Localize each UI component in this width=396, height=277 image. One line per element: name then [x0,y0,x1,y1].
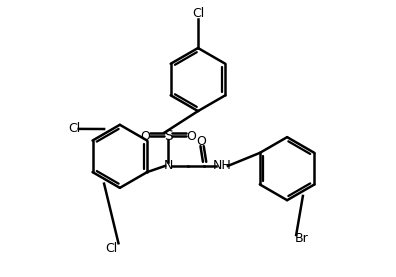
Text: Cl: Cl [105,242,118,255]
Text: Br: Br [295,232,308,245]
Text: N: N [164,160,173,172]
Text: Cl: Cl [192,7,204,20]
Text: O: O [196,135,206,148]
Text: O: O [187,130,196,143]
Text: S: S [164,129,173,143]
Text: Cl: Cl [68,122,80,135]
Text: NH: NH [213,160,231,172]
Text: O: O [141,130,150,143]
